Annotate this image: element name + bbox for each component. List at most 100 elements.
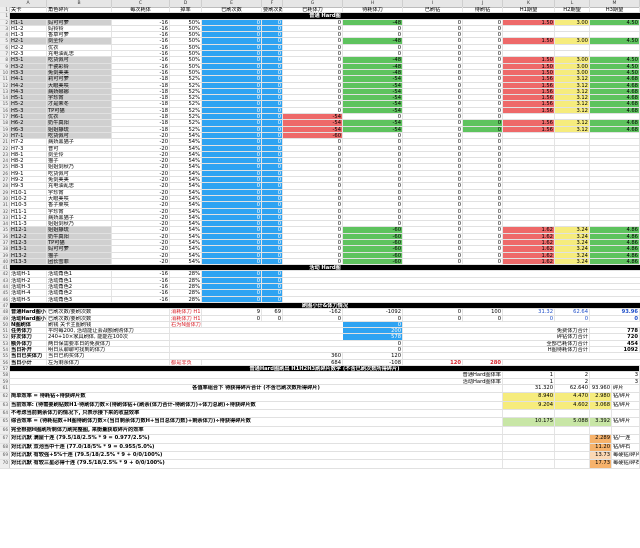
column-header-k[interactable]: K [503,0,555,7]
pending-gems-cell[interactable]: 0 [463,101,503,107]
pending-stamina-cell[interactable]: -54 [343,82,403,88]
used-stamina-cell[interactable]: -54 [283,126,343,132]
need-count-cell[interactable]: 0 [262,195,283,202]
stage-cell[interactable]: H6-1 [10,114,47,120]
drop-rate-cell[interactable]: 54% [170,132,202,139]
need-count-cell[interactable]: 0 [262,296,283,302]
need-count-cell[interactable]: 0 [262,221,283,227]
done-count-cell[interactable]: 0 [202,208,262,214]
row-number[interactable]: 29 [0,189,10,195]
column-header-d[interactable]: D [170,0,202,7]
used-stamina-cell[interactable]: 0 [283,63,343,69]
used-gems-cell[interactable]: 0 [403,82,463,88]
h3-expect-cell[interactable] [590,214,640,221]
stamina-cost-cell[interactable]: -20 [112,132,170,139]
stage-cell[interactable]: H3-1 [10,57,47,63]
done-count-cell[interactable]: 0 [202,195,262,202]
pending-stamina-cell[interactable]: 0 [343,195,403,202]
calc-label-cell[interactable]: 当日已买体力 [10,353,47,359]
character-cell[interactable]: 活动角色2 [47,284,112,290]
need-count-cell[interactable]: 0 [262,95,283,101]
used-gems-cell[interactable]: 0 [403,221,463,227]
row-number[interactable]: 26 [0,170,10,177]
summary-value-cell[interactable]: 3.392 [590,418,612,426]
summary-value-cell[interactable] [503,409,555,418]
summary-value-cell[interactable]: 8.940 [503,393,555,401]
done-count-cell[interactable]: 0 [202,57,262,63]
stamina-cost-cell[interactable]: -18 [112,95,170,101]
pending-gems-cell[interactable]: 0 [463,258,503,265]
calc-label-cell[interactable]: N图刷体 [10,321,47,328]
drop-rate-cell[interactable]: 54% [170,151,202,158]
character-cell[interactable]: 才是茉冬 [47,101,112,107]
done-count-cell[interactable]: 0 [202,126,262,132]
drop-rate-cell[interactable]: 54% [170,239,202,246]
used-stamina-cell[interactable]: 0 [283,151,343,158]
summary-value-cell[interactable] [555,435,590,443]
calc-value-cell[interactable]: 454 [590,340,640,347]
used-stamina-cell[interactable]: 0 [283,51,343,57]
stage-cell[interactable]: H11-1 [10,208,47,214]
row-number[interactable]: 59 [0,378,10,384]
h2-expect-cell[interactable]: 3.12 [555,82,590,88]
h2-expect-cell[interactable] [555,25,590,32]
stage-cell[interactable]: H5-3 [10,107,47,114]
drop-rate-cell[interactable]: 54% [170,164,202,170]
pending-stamina-cell[interactable]: 0 [343,132,403,139]
column-title[interactable]: 每次耗体 [112,7,170,13]
drop-rate-cell[interactable]: 54% [170,145,202,151]
h3-expect-cell[interactable] [590,151,640,158]
used-gems-cell[interactable]: 0 [403,107,463,114]
stage-cell[interactable]: H10-1 [10,189,47,195]
need-count-cell[interactable]: 0 [262,239,283,246]
character-cell[interactable]: 猫子 [47,252,112,258]
row-number[interactable]: 64 [0,409,10,418]
h1-expect-cell[interactable] [503,195,555,202]
drop-rate-cell[interactable]: 54% [170,183,202,189]
column-header-m[interactable]: M [590,0,640,7]
stamina-cost-cell[interactable]: -16 [112,25,170,32]
stamina-cost-cell[interactable]: -16 [112,44,170,51]
calc-label-cell[interactable]: 任务体力 [10,328,47,334]
drop-rate-cell[interactable]: 54% [170,221,202,227]
done-count-cell[interactable]: 0 [202,227,262,233]
h3-expect-cell[interactable]: 4.68 [590,120,640,126]
h1-expect-cell[interactable]: 1.62 [503,239,555,246]
h2-expect-cell[interactable] [555,51,590,57]
stamina-cost-cell[interactable]: -16 [112,296,170,302]
calc-value-cell[interactable]: 69 [262,309,283,315]
h3-expect-cell[interactable] [590,145,640,151]
pending-gems-cell[interactable]: 0 [463,69,503,76]
row-number[interactable]: 27 [0,177,10,183]
done-count-cell[interactable]: 0 [202,177,262,183]
h1-expect-cell[interactable] [503,183,555,189]
calc-desc-cell[interactable]: 平时每200, 活动能让会战额刷购体力 [47,328,170,334]
row-number[interactable]: 36 [0,233,10,239]
rate-value-cell[interactable]: 2 [555,372,590,378]
row-number[interactable]: 33 [0,214,10,221]
pending-stamina-cell[interactable]: -60 [343,233,403,239]
stamina-cost-cell[interactable]: -20 [112,246,170,252]
calc-value-cell[interactable]: 120 [343,353,403,359]
row-number[interactable]: 57 [0,365,10,372]
h2-expect-cell[interactable] [555,189,590,195]
stamina-cost-cell[interactable]: -20 [112,170,170,177]
need-count-cell[interactable]: 0 [262,44,283,51]
calc-note-cell[interactable]: 消耗体力 H1H2H3加碎片数 [171,309,202,315]
used-gems-cell[interactable]: 0 [403,32,463,38]
calc-value-cell[interactable]: 200 [343,328,403,334]
calc-value-cell[interactable]: 0 [262,315,283,321]
character-cell[interactable]: 活动角色1 [47,277,112,284]
calc-value-cell[interactable]: 0 [403,309,463,315]
h1-expect-cell[interactable]: 1.50 [503,69,555,76]
drop-rate-cell[interactable]: 54% [170,202,202,208]
done-count-cell[interactable]: 0 [202,183,262,189]
h2-expect-cell[interactable] [555,44,590,51]
h3-expect-cell[interactable] [590,114,640,120]
h1-expect-cell[interactable] [503,151,555,158]
drop-rate-cell[interactable]: 52% [170,88,202,95]
calc-value-cell[interactable]: 720 [590,334,640,340]
row-number[interactable]: 47 [0,302,10,309]
pending-stamina-cell[interactable]: -54 [343,120,403,126]
pending-gems-cell[interactable]: 0 [463,139,503,145]
